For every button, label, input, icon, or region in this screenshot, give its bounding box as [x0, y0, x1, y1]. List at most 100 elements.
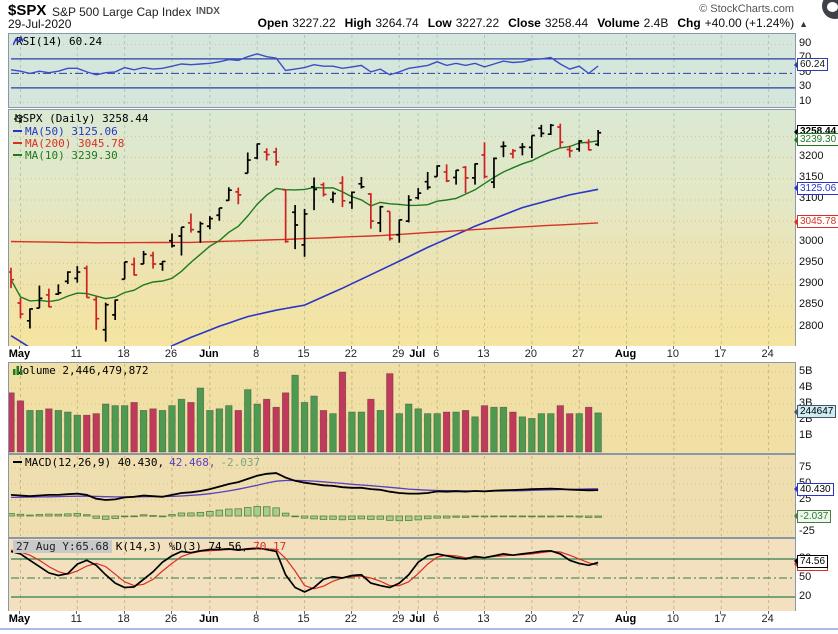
x-axis-tick: [578, 346, 580, 349]
quote-value: 3227.22: [292, 16, 336, 30]
volume-bar: [281, 392, 290, 453]
volume-bar: [585, 406, 593, 453]
x-axis-tick: [170, 611, 172, 614]
y-axis-label: 2950: [799, 256, 824, 269]
macd-histogram-bar: [405, 515, 413, 521]
x-axis-tick: [672, 611, 674, 614]
macd-histogram-bar: [16, 513, 25, 517]
volume-bar: [528, 418, 536, 453]
macd-histogram-bar: [329, 515, 337, 520]
volume-bar: [376, 410, 384, 453]
y-axis-label: 75: [799, 460, 812, 473]
x-axis-label: May: [8, 613, 31, 625]
macd-histogram-bar: [168, 514, 176, 517]
x-axis-label: Aug: [614, 348, 637, 360]
x-axis-label: 18: [117, 348, 130, 360]
macd-histogram-bar: [537, 515, 546, 518]
macd-histogram-bar: [556, 515, 564, 518]
x-axis-label: 22: [344, 613, 358, 625]
x-axis-label: 20: [524, 613, 537, 625]
y-axis-label: 30: [799, 80, 812, 93]
bottom-border: [0, 628, 838, 630]
value-tag: 3045.78: [793, 215, 838, 229]
volume-bar: [73, 414, 81, 453]
x-axis-label: 24: [761, 348, 774, 360]
volume-bar: [319, 410, 328, 453]
volume-bar: [120, 405, 129, 453]
ma50-line: [10, 188, 599, 347]
volume-bar: [102, 403, 110, 453]
x-axis-label: 20: [524, 348, 537, 360]
macd-histogram-bar: [139, 514, 148, 517]
x-axis-tick: [720, 346, 722, 349]
x-axis-tick: [530, 346, 532, 349]
macd-histogram-bar: [281, 512, 290, 517]
x-axis-tick: [417, 611, 419, 614]
y-axis-label: 5B: [799, 364, 813, 377]
value-tag: 40.430: [794, 482, 834, 496]
macd-histogram-bar: [187, 512, 195, 517]
y-axis-label: 3000: [799, 234, 824, 247]
x-axis-tick: [720, 611, 722, 614]
x-axis-tick: [436, 346, 438, 349]
macd-histogram-bar: [83, 514, 91, 517]
rsi-plot: [10, 35, 795, 106]
x-axis-tick: [208, 611, 210, 614]
x-axis-label: 22: [344, 348, 358, 360]
macd-histogram-bar: [338, 515, 347, 521]
price-title: $SPX (Daily) 3258.44: [16, 112, 149, 125]
volume-bar: [263, 398, 271, 453]
volume-bar: [575, 413, 583, 453]
y-axis-label: 2850: [799, 298, 824, 311]
value-tag: 3239.30: [793, 133, 838, 147]
x-axis-label: 15: [297, 613, 310, 625]
macd-histogram-bar: [149, 515, 157, 517]
value-tag: 60.24: [793, 58, 829, 72]
volume-bar: [54, 410, 62, 453]
volume-bar: [253, 403, 261, 453]
volume-bar: [130, 402, 138, 453]
x-axis-label: 10: [666, 348, 680, 360]
volume-bar: [452, 411, 460, 453]
macd-histogram-bar: [528, 515, 536, 518]
macd-histogram-bar: [253, 506, 261, 517]
x-axis-label: 24: [761, 613, 774, 625]
macd-panel: MACD(12,26,9) 40.430, 42.468, -2.037: [8, 454, 796, 538]
exchange-label: INDX: [196, 6, 220, 17]
volume-bar: [45, 408, 53, 453]
x-axis-label: 18: [117, 613, 130, 625]
x-axis-label: 11: [70, 613, 82, 625]
volume-bar: [518, 416, 527, 453]
rsi-label: RSI(14) 60.24: [16, 35, 103, 48]
quote-value: 2.4B: [643, 16, 669, 30]
x-axis-tick: [767, 346, 769, 349]
x-axis-tick: [767, 611, 769, 614]
x-axis-label: 15: [297, 348, 310, 360]
macd-histogram-bar: [480, 515, 489, 518]
macd-histogram-bar: [319, 515, 328, 520]
volume-bar: [433, 413, 441, 453]
macd-histogram-bar: [386, 515, 394, 521]
volume-bar: [537, 413, 545, 453]
macd-histogram-bar: [262, 506, 271, 517]
stoch-plot: [10, 540, 795, 610]
x-axis-tick: [76, 346, 78, 349]
volume-bar: [16, 400, 25, 453]
macd-histogram-bar: [348, 515, 356, 520]
volume-panel: Volume 2,446,479,872: [8, 362, 796, 454]
macd-histogram-bar: [461, 515, 470, 518]
macd-line: [10, 472, 599, 501]
macd-histogram-bar: [414, 515, 422, 521]
volume-bar: [9, 392, 15, 453]
ma200-swatch: [13, 142, 22, 144]
corner-badge-icon: [822, 0, 838, 19]
macd-histogram-bar: [547, 515, 555, 518]
volume-bar: [83, 414, 91, 453]
x-axis-label: 17: [714, 348, 727, 360]
quote-label: Open: [257, 16, 289, 30]
x-axis-tick: [303, 611, 305, 614]
x-axis-tick: [483, 346, 485, 349]
rsi-legend: RSI(14) 60.24: [13, 36, 102, 48]
macd-label: MACD(12,26,9) 40.430,: [25, 456, 165, 469]
stochastics-panel: 27 Aug Y:65.68 K(14,3) %D(3) 74.56, 70.17: [8, 538, 796, 612]
